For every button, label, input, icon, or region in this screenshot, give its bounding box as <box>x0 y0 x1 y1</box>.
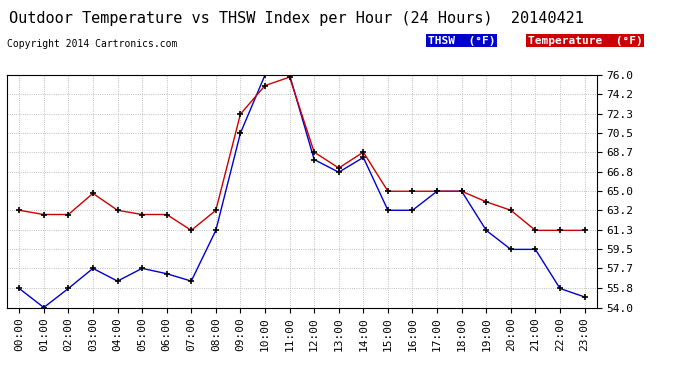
Text: Temperature  (°F): Temperature (°F) <box>528 36 642 46</box>
Text: Outdoor Temperature vs THSW Index per Hour (24 Hours)  20140421: Outdoor Temperature vs THSW Index per Ho… <box>9 11 584 26</box>
Text: THSW  (°F): THSW (°F) <box>428 36 495 46</box>
Text: Copyright 2014 Cartronics.com: Copyright 2014 Cartronics.com <box>7 39 177 50</box>
